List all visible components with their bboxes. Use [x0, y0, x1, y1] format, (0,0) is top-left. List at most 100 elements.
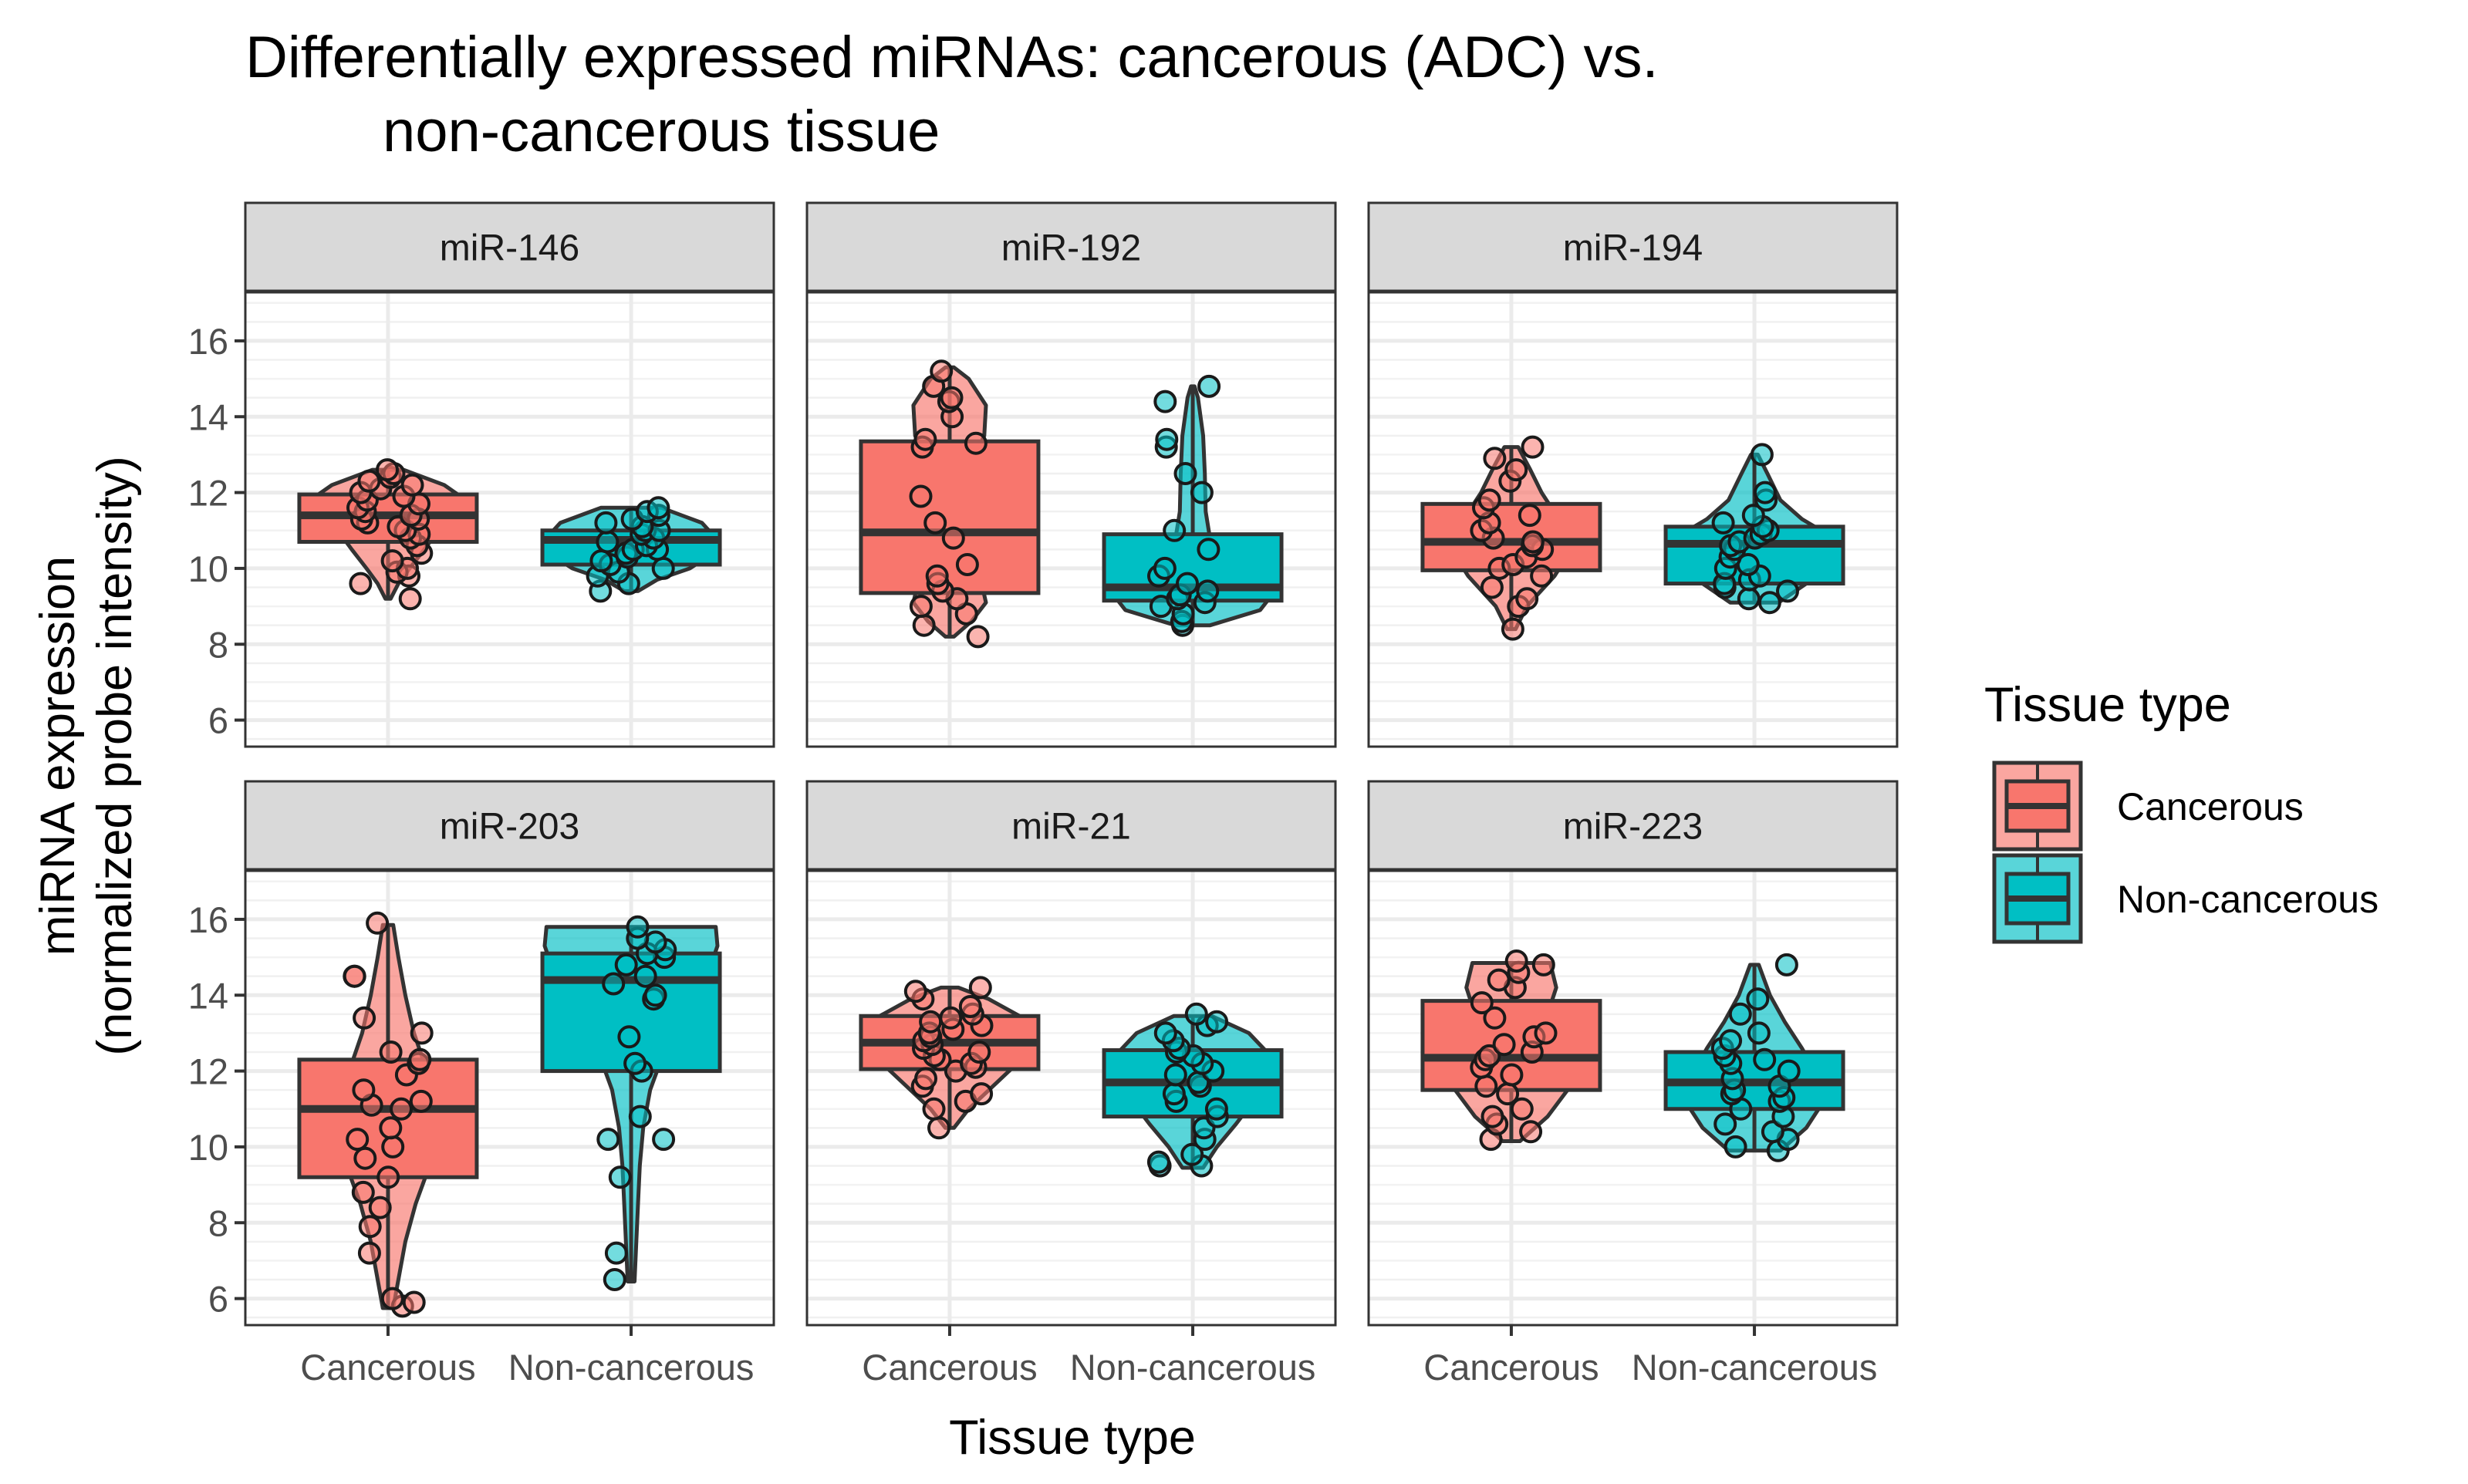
panel-mir-194: miR-194 [1367, 201, 1899, 748]
facet-strip [244, 201, 775, 293]
data-point [970, 1082, 994, 1106]
data-point [647, 496, 670, 520]
jitter-points [1710, 953, 1801, 1162]
facet-strip [1367, 201, 1899, 293]
jitter-points [346, 458, 434, 611]
legend-item-cancerous: Cancerous [1992, 761, 2304, 852]
group-non-cancerous [1102, 1002, 1284, 1178]
data-point [608, 1165, 632, 1189]
data-point [1757, 591, 1781, 615]
data-point [1470, 991, 1494, 1015]
data-point [353, 1006, 376, 1030]
data-point [1487, 968, 1511, 992]
jitter-points [596, 915, 677, 1291]
panel-mir-223: miR-223 [1367, 780, 1899, 1327]
data-point [909, 484, 933, 508]
jitter-points [1147, 374, 1221, 637]
y-tick-label: 16 [188, 899, 228, 940]
data-point [351, 1180, 375, 1204]
panel-mir-192: miR-192 [805, 201, 1337, 748]
facet-label-mir-21: miR-21 [1011, 807, 1131, 848]
data-point [409, 1089, 433, 1113]
data-point [604, 1241, 628, 1265]
facet-label-mir-194: miR-194 [1563, 228, 1703, 269]
data-point [1492, 1033, 1516, 1057]
data-point [381, 1135, 405, 1159]
box-cancerous [859, 439, 1041, 595]
data-point [352, 1078, 376, 1102]
data-point [1504, 458, 1528, 482]
jitter-points [343, 911, 434, 1318]
data-point [643, 983, 667, 1007]
facet-label-mir-192: miR-192 [1001, 228, 1141, 269]
data-point [380, 549, 404, 573]
group-cancerous [1420, 949, 1602, 1152]
chart-title-line-2: non-cancerous tissue [383, 99, 940, 164]
y-tick-label: 8 [208, 624, 228, 665]
data-point [919, 1010, 943, 1034]
y-axis-row-1: 6 8 10 12 14 16 [188, 321, 245, 741]
data-point [1531, 953, 1555, 976]
data-point [398, 587, 422, 611]
data-point [958, 995, 982, 1018]
group-cancerous [1420, 435, 1602, 641]
data-point [1176, 572, 1199, 595]
data-point [913, 427, 937, 451]
data-point [1162, 1082, 1186, 1106]
data-point [1480, 1105, 1504, 1128]
data-point [596, 1128, 620, 1152]
x-tick-label: Non-cancerous [1070, 1347, 1316, 1388]
data-point [1163, 1063, 1187, 1087]
group-non-cancerous [1663, 443, 1845, 615]
x-axis-title: Tissue type [949, 1411, 1196, 1465]
data-point [941, 526, 965, 550]
data-point [1510, 1097, 1534, 1121]
data-point [343, 964, 366, 988]
y-tick-label: 14 [188, 975, 228, 1016]
x-axes: Cancerous Non-cancerous Cancerous Non-cance… [300, 1325, 1877, 1388]
data-point [1724, 1135, 1747, 1159]
data-point [922, 1097, 946, 1121]
y-tick-label: 12 [188, 473, 228, 514]
x-tick-label: Non-cancerous [1632, 1347, 1878, 1388]
data-point [602, 972, 626, 996]
facet-label-mir-203: miR-203 [440, 807, 579, 848]
data-point [1728, 1002, 1752, 1026]
data-point [1184, 1002, 1208, 1026]
facet-label-mir-223: miR-223 [1563, 807, 1703, 848]
y-axis-title-line-1: miRNA expression [31, 556, 85, 956]
legend-item-non-cancerous: Non-cancerous [1992, 853, 2379, 944]
panel-mir-146: miR-146 [244, 201, 775, 748]
data-point [967, 1040, 991, 1064]
data-point [912, 613, 936, 637]
data-point [1777, 1059, 1801, 1083]
data-point [1747, 1021, 1771, 1045]
x-axis-col-2: Cancerous Non-cancerous [862, 1325, 1315, 1388]
group-non-cancerous [540, 496, 722, 603]
data-point [1741, 504, 1765, 528]
data-point [1711, 511, 1735, 535]
data-point [390, 1097, 413, 1121]
data-point [1496, 1082, 1520, 1106]
jitter-points [1470, 949, 1558, 1152]
data-point [614, 953, 638, 976]
data-point [589, 549, 613, 573]
data-point [1534, 1021, 1558, 1045]
legend-label: Non-cancerous [2117, 878, 2379, 921]
data-point [1173, 462, 1197, 485]
legend-title: Tissue type [1984, 678, 2231, 732]
data-point [353, 1146, 377, 1170]
data-point [349, 572, 373, 595]
data-point [379, 1040, 403, 1064]
data-point [402, 1290, 426, 1314]
data-point [368, 1196, 392, 1219]
group-non-cancerous [1102, 374, 1284, 637]
jitter-points [909, 359, 990, 649]
legend: Tissue type Cancerous Non-cancerous [1984, 678, 2379, 944]
data-point [1750, 443, 1774, 467]
data-point [1197, 374, 1221, 398]
y-axis-title: miRNA expression (normalized probe inten… [31, 456, 142, 1055]
data-point [357, 1241, 381, 1265]
data-point [1501, 617, 1524, 641]
